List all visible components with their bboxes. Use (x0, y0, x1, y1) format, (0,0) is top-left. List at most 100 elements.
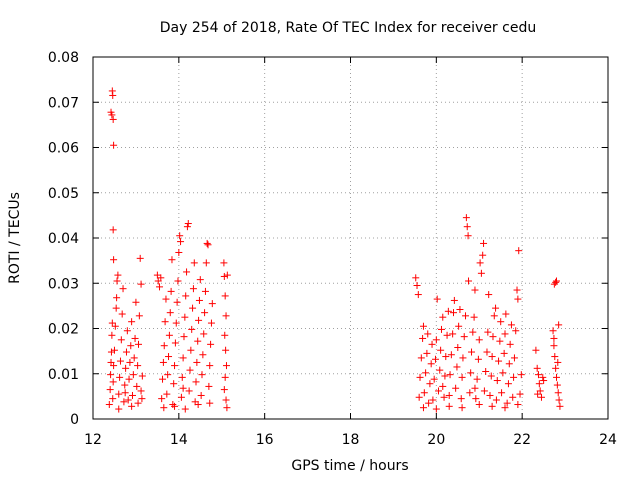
data-point (122, 348, 130, 356)
data-point (464, 232, 472, 240)
data-point (190, 259, 198, 267)
data-point (423, 349, 431, 357)
data-point (187, 346, 195, 354)
data-point (503, 399, 511, 407)
y-tick-label: 0.01 (48, 367, 79, 383)
data-point (475, 401, 483, 409)
data-point (114, 271, 122, 279)
x-tick-label: 24 (599, 432, 617, 448)
data-point (194, 401, 202, 409)
data-point (488, 353, 496, 361)
data-point (126, 358, 134, 366)
data-point (417, 354, 425, 362)
data-point (498, 389, 506, 397)
data-point (121, 381, 129, 389)
grid-lines (93, 57, 608, 419)
data-point (550, 342, 558, 350)
x-axis-label: GPS time / hours (291, 458, 408, 474)
data-point (412, 274, 420, 282)
data-point (516, 390, 524, 398)
data-point (116, 373, 124, 381)
data-point (510, 354, 518, 362)
data-point (549, 327, 557, 335)
data-point (177, 393, 185, 401)
data-point (493, 377, 501, 385)
data-point (422, 369, 430, 377)
data-point (199, 351, 207, 359)
data-point (175, 248, 183, 256)
data-point (551, 353, 559, 361)
data-point (196, 276, 204, 284)
data-point (197, 391, 205, 399)
y-axis-label: ROTI / TECUs (7, 192, 23, 284)
data-point (198, 371, 206, 379)
data-point (109, 115, 117, 123)
data-point (556, 402, 564, 410)
data-point (485, 291, 493, 299)
data-point (134, 340, 142, 348)
data-point (537, 393, 545, 401)
data-point (490, 312, 498, 320)
data-point (105, 401, 113, 409)
data-point (113, 277, 121, 285)
data-point (480, 387, 488, 395)
data-point (172, 319, 180, 327)
data-point (437, 325, 445, 333)
data-point (108, 331, 116, 339)
data-point (106, 386, 114, 394)
data-point (178, 373, 186, 381)
data-point (183, 223, 191, 231)
data-point (436, 366, 444, 374)
data-point (200, 330, 208, 338)
data-point (195, 296, 203, 304)
x-tick-labels: 12 14 16 18 20 22 24 (84, 432, 617, 448)
data-point (553, 373, 560, 381)
data-point (203, 239, 211, 247)
data-point (477, 269, 485, 277)
data-point (444, 307, 452, 315)
data-point (222, 396, 230, 404)
data-point (554, 358, 562, 366)
data-point (550, 334, 558, 342)
data-point (554, 389, 562, 397)
data-point (465, 277, 473, 285)
data-point (133, 382, 141, 390)
data-point (514, 401, 522, 409)
data-point (499, 369, 507, 377)
data-point (462, 312, 470, 320)
data-point (504, 380, 512, 388)
data-point (486, 391, 494, 399)
data-point (512, 327, 520, 335)
y-tick-label: 0.02 (48, 322, 79, 338)
data-point (457, 395, 465, 403)
data-point (540, 377, 548, 385)
data-point (109, 226, 117, 234)
y-tick-labels: 0 0.01 0.02 0.03 0.04 0.05 0.06 0.07 0.08 (48, 50, 79, 428)
data-point (474, 355, 482, 363)
data-point (207, 340, 215, 348)
data-point (124, 396, 132, 404)
data-point (129, 371, 137, 379)
data-point (110, 256, 118, 264)
data-point (515, 247, 523, 255)
data-point (416, 373, 424, 381)
data-point (414, 291, 422, 299)
y-tick-label: 0.04 (48, 231, 79, 247)
data-point (532, 346, 540, 354)
data-point (109, 378, 117, 386)
data-point (220, 386, 228, 394)
data-point (445, 402, 453, 410)
data-point (167, 287, 175, 295)
data-point (471, 384, 479, 392)
data-point (180, 333, 188, 341)
data-point (437, 346, 445, 354)
data-point (188, 325, 196, 333)
data-point (449, 330, 457, 338)
data-point (185, 387, 193, 395)
data-point (183, 268, 191, 276)
data-point (116, 357, 124, 365)
data-point (220, 259, 228, 267)
y-tick-label: 0.05 (48, 186, 79, 202)
data-point (107, 371, 115, 379)
data-point (201, 309, 209, 317)
